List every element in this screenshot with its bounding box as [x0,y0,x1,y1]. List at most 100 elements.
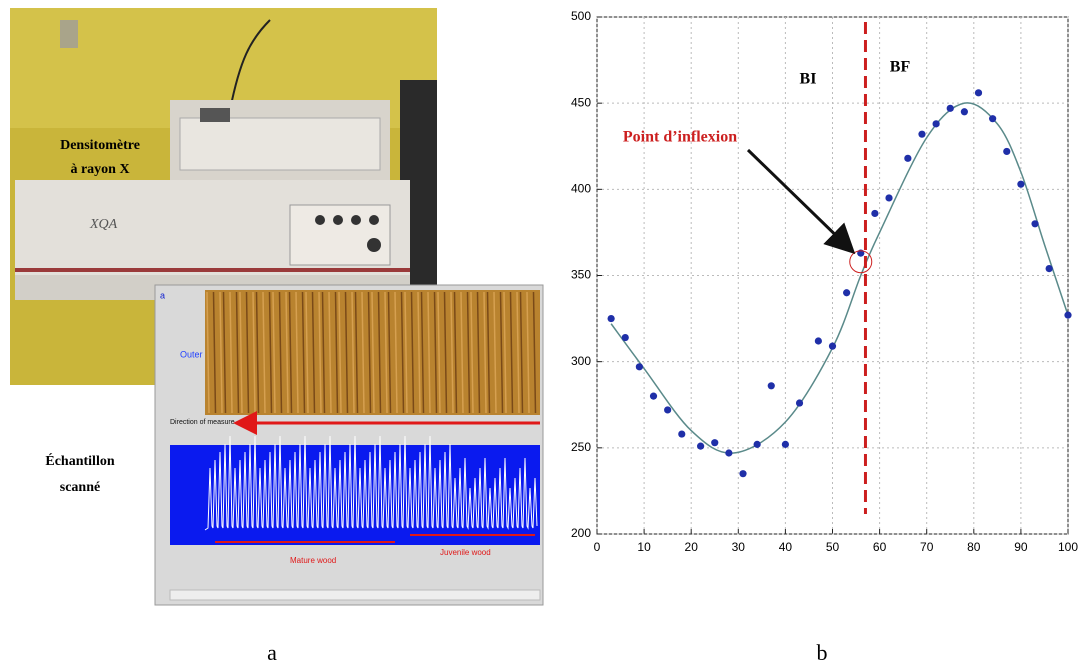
x-tick-label: 60 [873,540,887,554]
data-point [664,406,672,414]
inset-text: Outer [180,349,203,359]
grain-line [318,291,322,414]
data-point [843,289,851,297]
x-tick-label: 80 [967,540,981,554]
grain-line [219,291,223,414]
data-point [904,154,912,162]
grain-line [420,291,425,414]
device-label: Densitomètre [60,138,140,153]
data-point [885,194,893,202]
data-point [649,392,658,400]
data-point [814,337,822,345]
grain-line [466,291,471,414]
grain-line [239,291,243,414]
x-tick-label: 100 [1058,540,1078,554]
svg-text:XQA: XQA [89,217,118,232]
data-point [828,342,837,350]
grain-line [222,291,227,414]
grain-line [311,291,316,414]
data-point [946,104,954,112]
grain-line [367,291,372,414]
grain-line [486,291,491,414]
annotation: Point d’inflexion [623,129,737,146]
y-tick-label: 200 [571,526,591,540]
data-point [1003,147,1011,156]
inset-text: Mature wood [290,556,336,565]
data-point [1045,265,1053,273]
grain-line [328,291,332,414]
grain-line [229,291,233,414]
data-point [1064,311,1072,319]
grain-line [351,291,355,414]
x-tick-label: 50 [826,540,840,554]
data-point [960,108,968,116]
grain-line [427,291,431,414]
grain-line [278,291,283,414]
x-tick-label: 0 [594,540,601,554]
sample-label: scanné [60,480,100,495]
grain-line [404,291,408,414]
scan-window [154,284,544,606]
inset-text: a [160,290,165,300]
x-tick-label: 40 [779,540,793,554]
grain-line [377,291,382,414]
inset-text: Juvenile wood [440,548,491,557]
grain-line [334,291,339,414]
x-tick-label: 10 [637,540,651,554]
grain-line [338,291,342,414]
grain-line [262,291,266,414]
data-point [989,115,997,123]
grain-line [503,291,507,414]
grain-line [344,291,349,414]
grain-line [288,291,293,414]
grain-line [387,291,392,414]
data-point [739,470,747,478]
y-tick-label: 450 [571,95,591,109]
grain-line [400,291,405,414]
data-point [678,430,686,438]
sample-label: Échantillon [45,452,114,469]
data-point [871,209,879,218]
grain-line [499,291,504,414]
data-point [767,382,775,390]
grain-line [526,291,530,414]
grain-line [268,291,273,414]
annotation: BI [800,71,817,88]
annotation: BF [890,59,911,76]
grain-line [245,291,250,414]
fit-curve [610,102,1069,454]
grain-line [252,291,256,414]
y-tick-label: 300 [571,354,591,368]
grain-line [460,291,464,414]
grain-line [433,291,438,414]
inset-text: Direction of measure [170,419,235,426]
data-point [918,130,926,138]
x-tick-label: 30 [732,540,746,554]
grain-line [476,291,481,414]
y-tick-label: 500 [571,9,591,23]
grain-line [410,291,415,414]
y-tick-label: 350 [571,268,591,282]
data-point [635,363,643,371]
grain-line [354,291,359,414]
grain-line [417,291,421,414]
grain-line [295,291,299,414]
x-tick-label: 90 [1014,540,1028,554]
photo: XQA [10,8,437,385]
grain-line [483,291,487,414]
x-tick-label: 20 [685,540,699,554]
data-point [795,399,804,407]
grain-line [443,291,448,414]
grain-line [384,291,388,414]
caption: b [817,640,828,665]
grain-line [450,291,454,414]
grain-line [305,291,309,414]
grain-line [301,291,306,414]
data-point [753,440,761,448]
grain-line [470,291,474,414]
grain-line [509,291,514,414]
data-point [781,440,790,448]
data-point [1017,180,1025,188]
grain-line [516,291,520,414]
